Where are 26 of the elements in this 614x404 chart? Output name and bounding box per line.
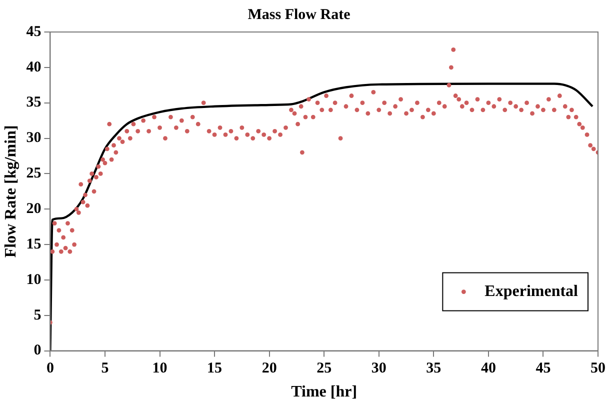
y-tick-label: 40 — [26, 59, 42, 76]
x-tick-label: 45 — [536, 360, 551, 377]
legend-label: Experimental — [484, 282, 579, 300]
chart-title: Mass Flow Rate — [248, 6, 351, 23]
y-tick-label: 30 — [26, 130, 42, 146]
x-tick-label: 0 — [46, 360, 54, 377]
y-tick-label: 0 — [34, 342, 42, 359]
y-tick-label: 20 — [26, 200, 42, 217]
x-tick-label: 30 — [371, 360, 386, 377]
x-tick-label: 5 — [101, 360, 109, 377]
x-tick-label: 10 — [152, 360, 168, 377]
x-tick-label: 25 — [316, 360, 332, 377]
x-axis-title: Time [hr] — [291, 384, 358, 401]
x-tick-label: 40 — [480, 360, 496, 377]
line-series — [50, 82, 594, 351]
y-tick-label: 45 — [26, 24, 42, 40]
y-tick-label: 5 — [34, 307, 42, 324]
y-tick-label: 35 — [26, 94, 42, 111]
y-tick-label: 25 — [26, 166, 42, 182]
x-tick-label: 15 — [207, 360, 222, 377]
y-axis-title: Flow Rate [kg/min] — [2, 125, 20, 258]
x-tick-label: 50 — [590, 360, 606, 377]
y-tick-label: 10 — [26, 272, 42, 288]
x-tick-label: 35 — [426, 360, 442, 377]
x-tick-label: 20 — [262, 360, 277, 377]
y-tick-label: 15 — [26, 236, 42, 252]
